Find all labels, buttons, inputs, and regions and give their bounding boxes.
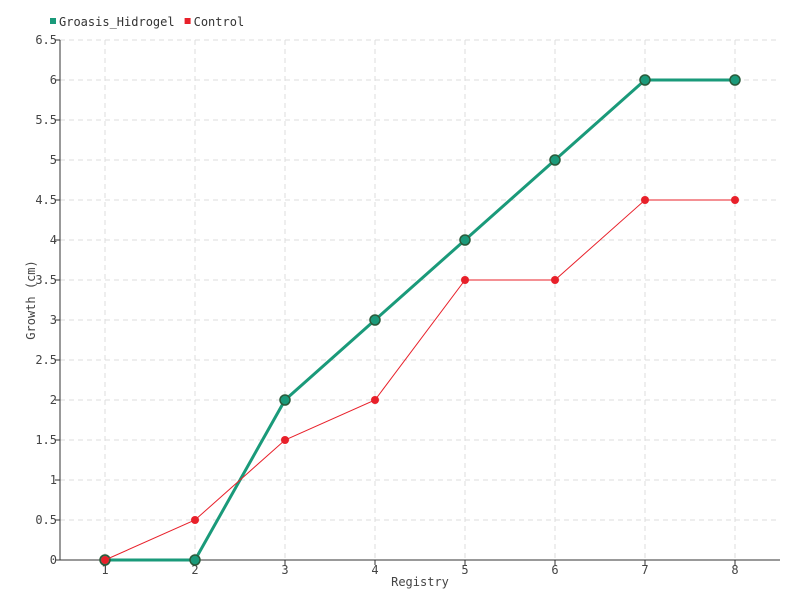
data-point[interactable]	[281, 436, 289, 444]
y-axis-label: Growth (cm)	[24, 260, 38, 339]
y-tick-labels: 0 0.5 1 1.5 2 2.5 3 3.5 4 4.5 5 5.5 6 6.5	[35, 33, 57, 567]
y-tick-label: 0.5	[35, 513, 57, 527]
x-tick-label: 7	[641, 563, 648, 577]
y-tick-label: 3.5	[35, 273, 57, 287]
data-point[interactable]	[279, 394, 291, 406]
data-point[interactable]	[731, 196, 739, 204]
y-tick-label: 1.5	[35, 433, 57, 447]
x-axis-label: Registry	[391, 575, 449, 589]
y-tick-label: 2.5	[35, 353, 57, 367]
legend-label: Groasis_Hidrogel	[59, 15, 175, 29]
y-tick-label: 6.5	[35, 33, 57, 47]
y-tick-label: 4.5	[35, 193, 57, 207]
x-tick-label: 6	[551, 563, 558, 577]
y-tick-label: 3	[50, 313, 57, 327]
legend-label: Control	[194, 15, 245, 29]
series-line	[104, 199, 735, 561]
data-point[interactable]	[191, 516, 199, 524]
series-line	[105, 78, 735, 562]
data-point[interactable]	[189, 554, 201, 566]
y-tick-label: 4	[50, 233, 57, 247]
data-point[interactable]	[639, 74, 651, 86]
data-point[interactable]	[549, 154, 561, 166]
data-point[interactable]	[729, 74, 741, 86]
series	[99, 74, 741, 566]
legend-swatch	[50, 18, 56, 24]
y-tick-label: 6	[50, 73, 57, 87]
x-tick-labels: 1 2 3 4 5 6 7 8	[101, 563, 738, 577]
legend-swatch	[184, 18, 191, 24]
data-point[interactable]	[371, 396, 379, 404]
y-tick-label: 5	[50, 153, 57, 167]
x-tick-label: 8	[731, 563, 738, 577]
x-tick-label: 5	[461, 563, 468, 577]
data-point[interactable]	[551, 276, 559, 284]
legend: Groasis_Hidrogel Control	[50, 15, 244, 29]
y-tick-label: 0	[50, 553, 57, 567]
data-point[interactable]	[641, 196, 649, 204]
x-tick-label: 2	[191, 563, 198, 577]
grid	[60, 39, 780, 560]
data-point[interactable]	[369, 314, 381, 326]
data-point[interactable]	[461, 276, 469, 284]
x-tick-label: 4	[371, 563, 378, 577]
y-tick-label: 2	[50, 393, 57, 407]
y-tick-label: 5.5	[35, 113, 57, 127]
x-tick-label: 3	[281, 563, 288, 577]
data-point[interactable]	[459, 234, 471, 246]
data-point[interactable]	[101, 556, 109, 564]
axes	[55, 39, 780, 565]
y-tick-label: 1	[50, 473, 57, 487]
x-tick-label: 1	[101, 563, 108, 577]
